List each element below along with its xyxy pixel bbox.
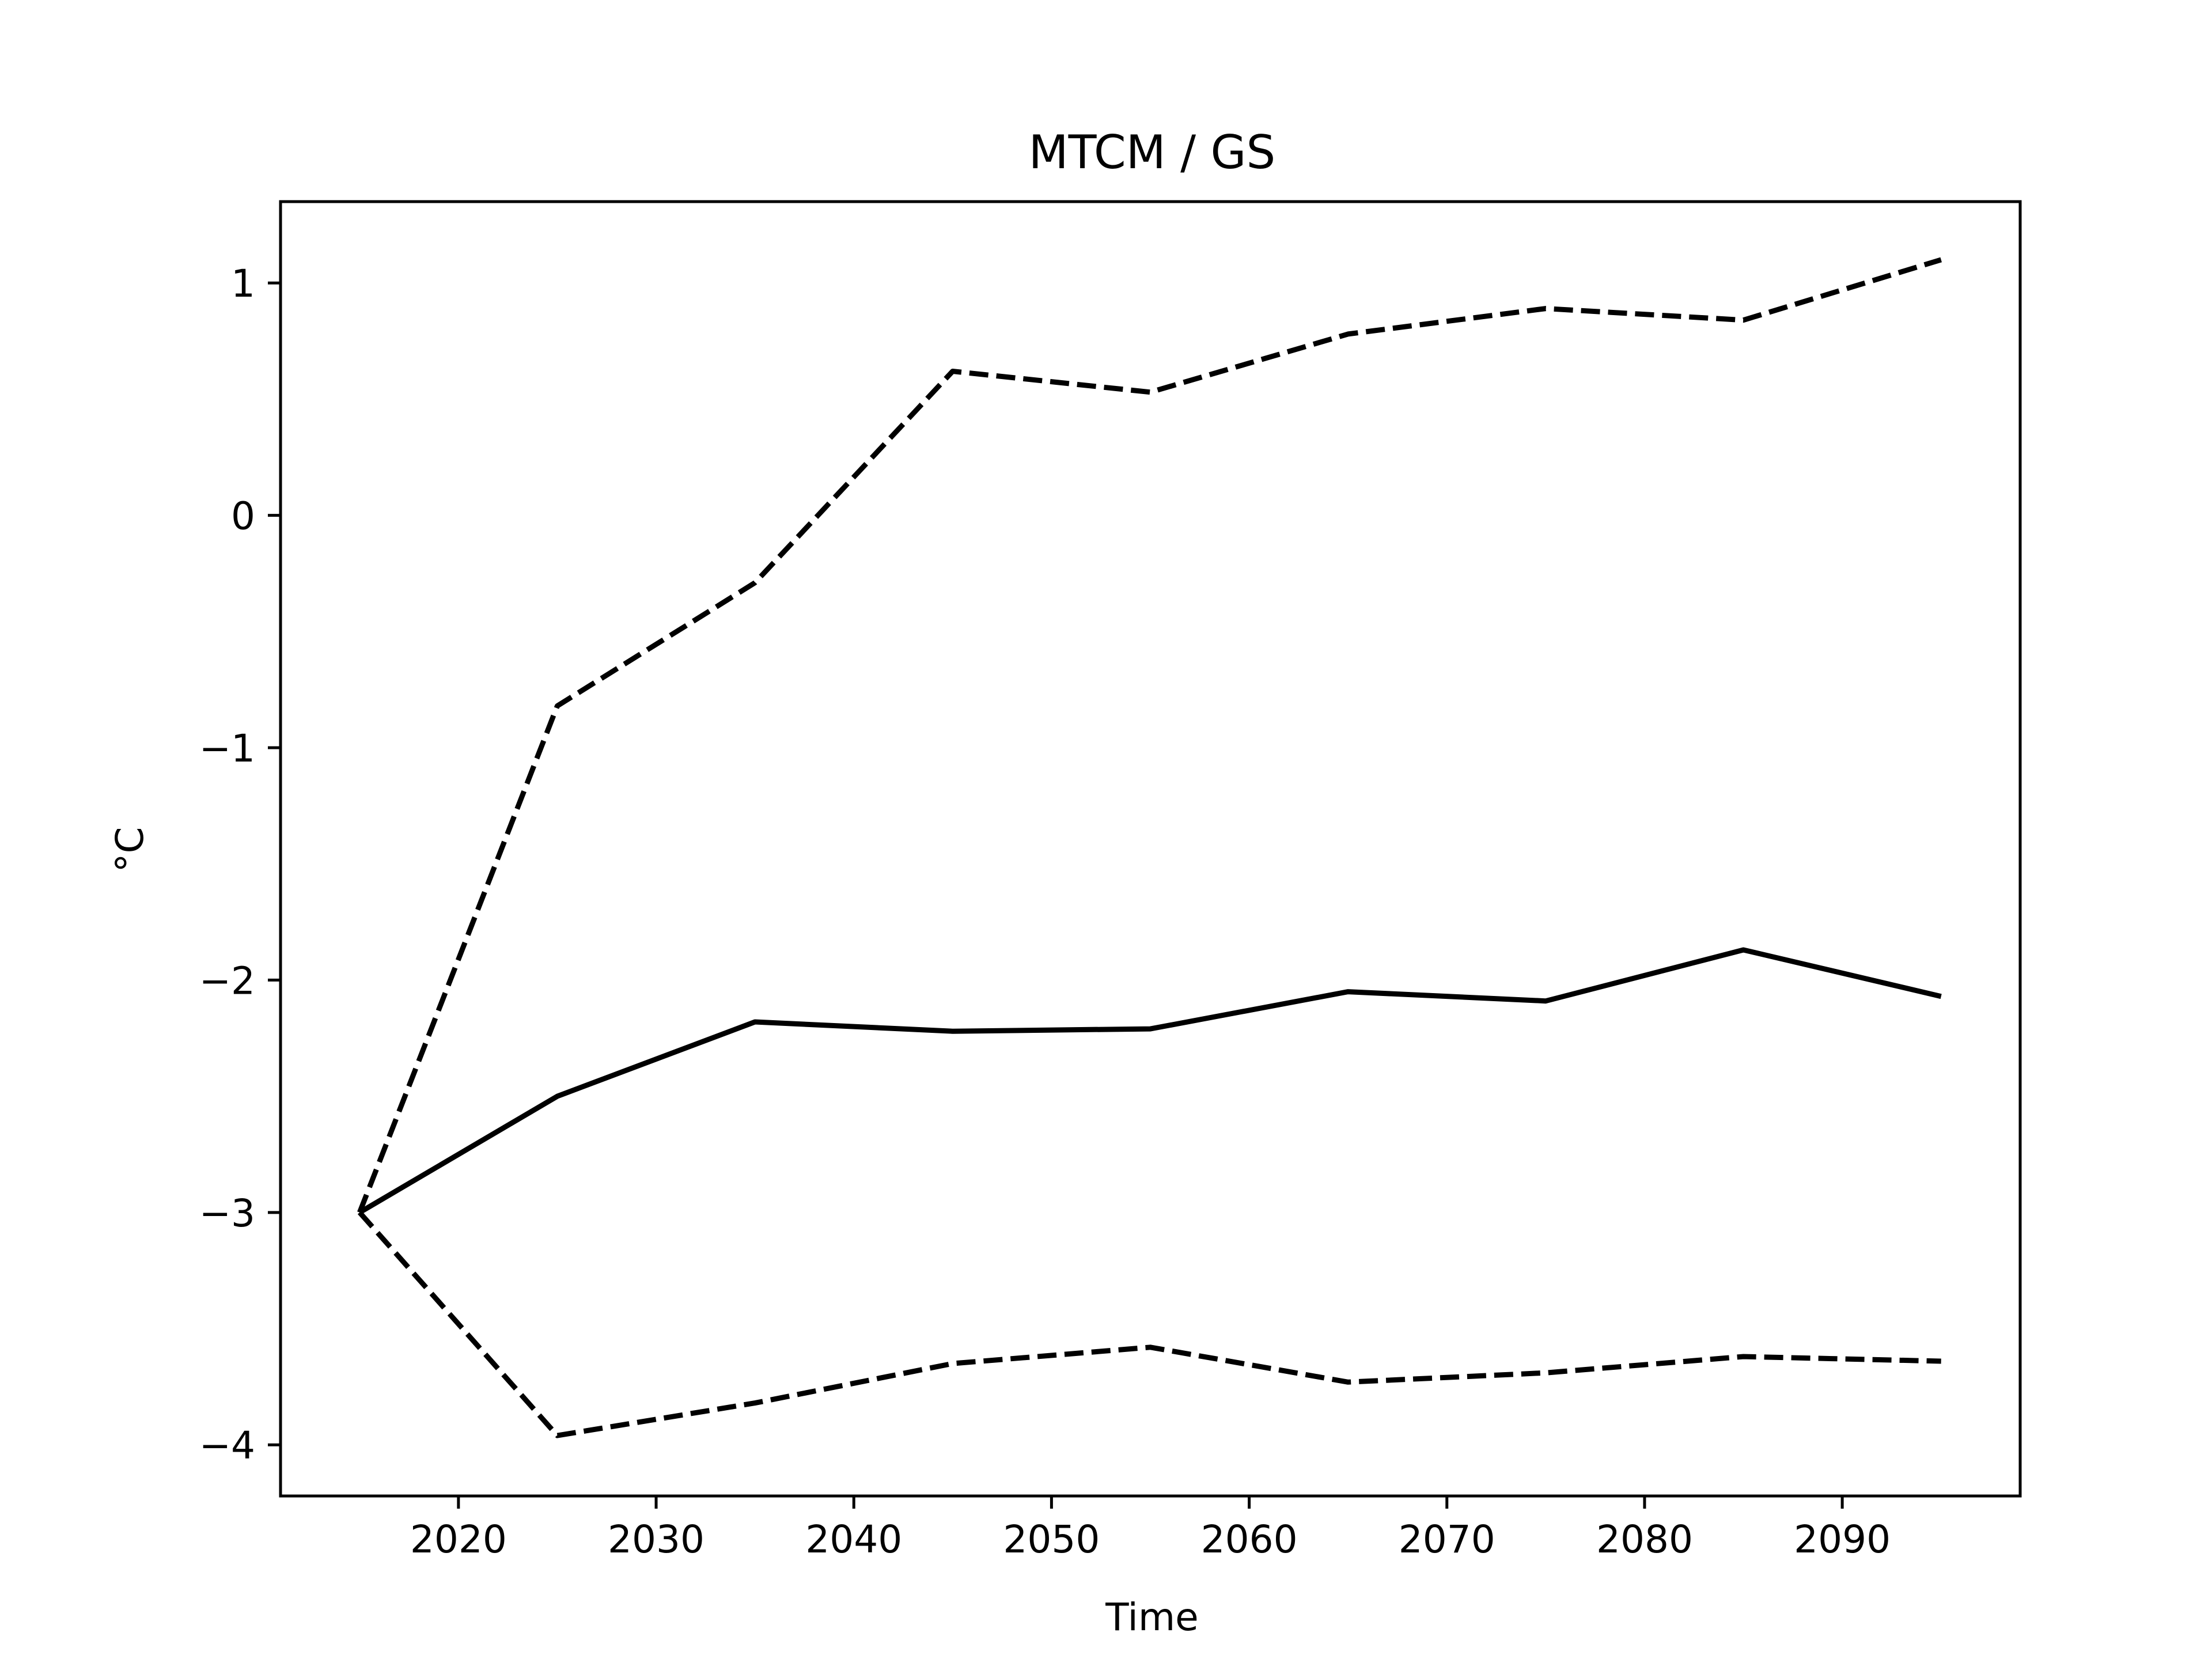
x-tick-label: 2060 bbox=[1201, 1517, 1298, 1562]
series-line-3 bbox=[357, 1210, 1941, 1438]
plot-frame bbox=[279, 200, 2022, 1498]
y-tick-label: −3 bbox=[199, 1191, 255, 1236]
y-tick-label: −4 bbox=[199, 1423, 255, 1468]
x-tick-label: 2080 bbox=[1596, 1517, 1693, 1562]
chart-title: MTCM / GS bbox=[1029, 126, 1276, 179]
y-tick-label: −1 bbox=[199, 726, 255, 771]
x-axis-label: Time bbox=[1105, 1595, 1199, 1639]
y-axis-label: °C bbox=[108, 827, 152, 872]
x-tick-label: 2050 bbox=[1003, 1517, 1100, 1562]
y-tick-label: 1 bbox=[231, 262, 255, 306]
series-line-2 bbox=[357, 257, 1942, 1214]
x-tick-label: 2090 bbox=[1794, 1517, 1891, 1562]
x-tick-label: 2040 bbox=[805, 1517, 902, 1562]
y-tick-label: −2 bbox=[199, 959, 255, 1003]
plot-area: 2020 2030 2040 2050 2060 2070 2080 2090 1 0 −1 −2 −3… bbox=[199, 200, 2022, 1562]
x-tick-label: 2070 bbox=[1399, 1517, 1495, 1562]
x-tick-label: 2020 bbox=[410, 1517, 507, 1562]
x-tick-label: 2030 bbox=[608, 1517, 704, 1562]
y-tick-label: 0 bbox=[231, 494, 255, 539]
series-line-1 bbox=[358, 947, 1942, 1215]
